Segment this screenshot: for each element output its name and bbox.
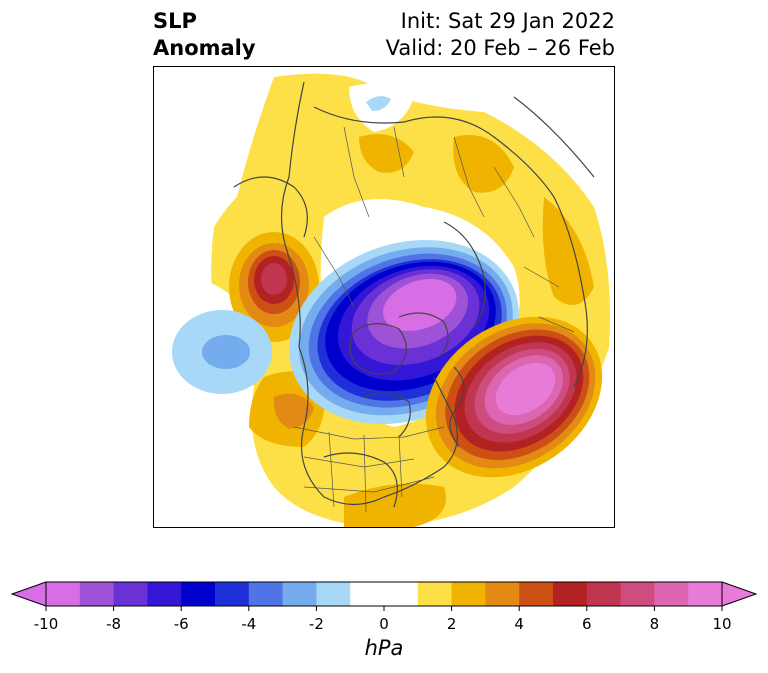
map-canvas <box>154 73 610 527</box>
colorbar-segment <box>248 582 284 606</box>
map-title: SLP Anomaly <box>153 8 256 62</box>
colorbar <box>10 581 758 611</box>
title-line-1: SLP <box>153 9 197 33</box>
colorbar-segment <box>485 582 520 606</box>
orange-asia <box>453 135 514 193</box>
colorbar-segment <box>620 582 655 606</box>
colorbar-segment <box>350 582 385 606</box>
colorbar-tick-label: 4 <box>514 615 524 633</box>
colorbar-unit: hPa <box>364 636 404 660</box>
colorbar-tick-label: 10 <box>712 615 732 633</box>
colorbar-segment <box>147 582 182 606</box>
colorbar-segment <box>113 582 148 606</box>
high-gulf-of-alaska-core <box>261 263 287 295</box>
orange-europe <box>359 134 414 173</box>
colorbar-tick-label: -2 <box>308 615 324 633</box>
colorbar-arrow-outline <box>10 581 758 607</box>
colorbar-tick-label: -10 <box>33 615 59 633</box>
colorbar-tick-label: -8 <box>106 615 122 633</box>
orange-east <box>542 197 594 305</box>
colorbar-segment <box>384 582 419 606</box>
colorbar-segment <box>654 582 689 606</box>
colorbar-segment <box>46 582 81 606</box>
low-north-pacific-core <box>202 335 250 369</box>
colorbar-tick-label: 8 <box>649 615 660 633</box>
colorbar-segment <box>586 582 622 606</box>
forecast-dates: Init: Sat 29 Jan 2022 Valid: 20 Feb – 26… <box>386 8 615 62</box>
colorbar-segment <box>215 582 250 606</box>
colorbar-segment <box>181 582 216 606</box>
coastlines <box>233 81 595 508</box>
colorbar-tick-label: -6 <box>173 615 189 633</box>
colorbar-segment <box>282 582 317 606</box>
colorbar-segment <box>79 582 115 606</box>
colorbar-extend-high <box>722 582 756 606</box>
init-date: Init: Sat 29 Jan 2022 <box>400 9 615 33</box>
colorbar-segment <box>688 582 723 606</box>
colorbar-segment <box>316 582 351 606</box>
colorbar-segment <box>519 582 554 606</box>
colorbar-tick-label: 6 <box>582 615 592 633</box>
colorbar-segment <box>451 582 486 606</box>
dark-orange-lower <box>273 393 314 429</box>
valid-range: Valid: 20 Feb – 26 Feb <box>385 36 615 60</box>
anomaly-map <box>153 66 615 528</box>
border-lines <box>293 126 575 513</box>
high-atlantic-core <box>495 362 556 416</box>
colorbar-tick-label: -4 <box>241 615 257 633</box>
title-line-2: Anomaly <box>153 36 256 60</box>
light-blue-north <box>366 96 391 111</box>
colorbar-segment <box>417 582 453 606</box>
colorbar-segment <box>553 582 588 606</box>
colorbar-tick-label: 0 <box>379 615 389 633</box>
colorbar-tick-label: 2 <box>446 615 457 633</box>
colorbar-extend-low <box>12 582 46 606</box>
